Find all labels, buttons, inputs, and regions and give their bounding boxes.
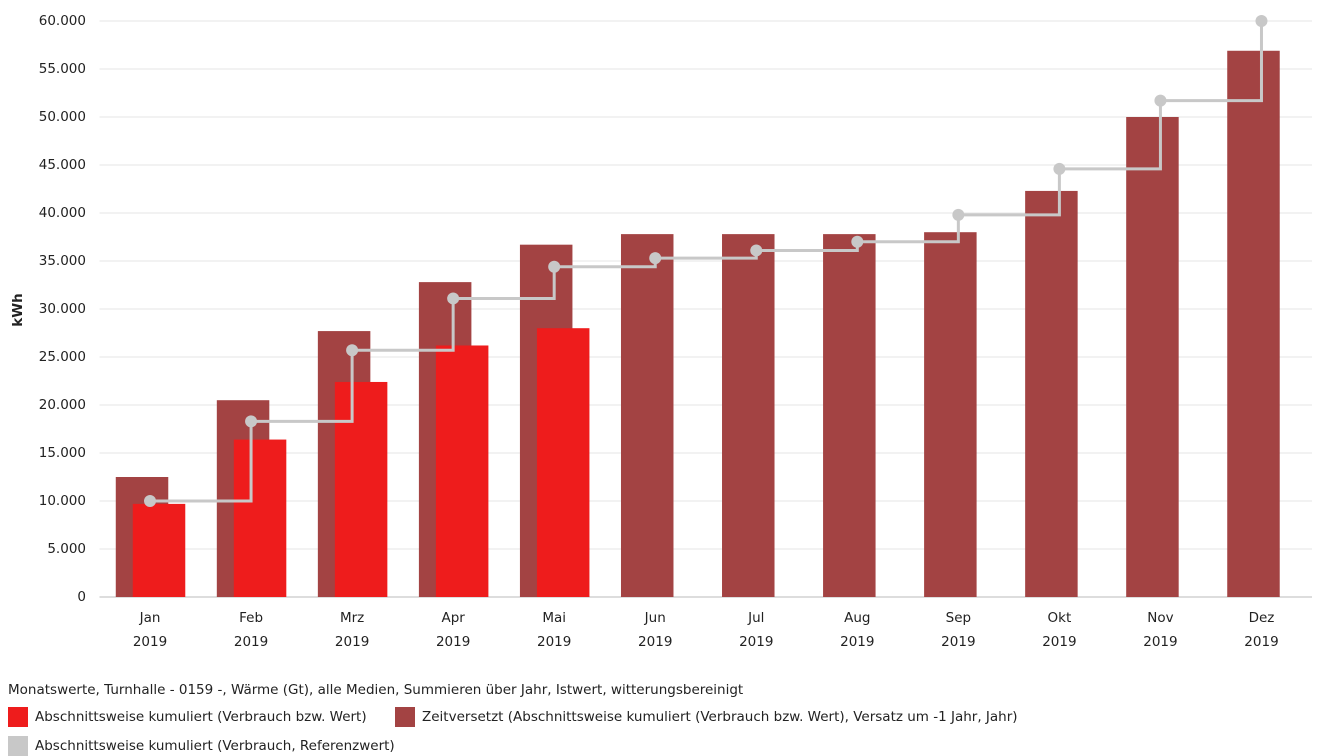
bar	[620, 234, 674, 597]
reference-point	[144, 495, 157, 507]
legend-label: Abschnittsweise kumuliert (Verbrauch bzw…	[35, 709, 367, 725]
reference-point	[1154, 94, 1167, 107]
x-tick-label: 2019	[840, 634, 874, 650]
x-tick-label: Nov	[1147, 610, 1173, 626]
legend-swatch	[8, 707, 28, 727]
legend-label: Zeitversetzt (Abschnittsweise kumuliert …	[422, 709, 1018, 725]
y-tick-label: 60.000	[39, 13, 86, 29]
y-axis-label: kWh	[10, 293, 26, 326]
reference-point	[952, 208, 965, 221]
bar	[132, 503, 186, 597]
x-tick-label: Aug	[844, 610, 870, 626]
x-tick-label: 2019	[133, 634, 167, 650]
bar	[722, 234, 775, 597]
y-tick-label: 40.000	[39, 205, 86, 221]
bar	[924, 232, 977, 597]
x-tick-label: 2019	[638, 634, 672, 650]
x-tick-label: 2019	[941, 634, 975, 650]
reference-line	[150, 21, 1263, 503]
reference-point	[447, 292, 460, 305]
x-tick-label: 2019	[1143, 634, 1177, 650]
reference-point	[245, 415, 258, 428]
bar	[233, 439, 287, 597]
x-tick-label: Jun	[644, 610, 666, 626]
bar	[823, 234, 876, 597]
x-tick-label: Jul	[747, 610, 764, 626]
bar	[536, 328, 590, 597]
y-tick-label: 15.000	[39, 445, 86, 461]
x-tick-label: Mrz	[340, 610, 364, 626]
bar	[1126, 117, 1179, 597]
x-tick-label: 2019	[537, 634, 571, 650]
legend-swatch	[8, 736, 28, 756]
chart-subtitle: Monatswerte, Turnhalle - 0159 -, Wärme (…	[8, 682, 743, 698]
bar	[435, 345, 489, 597]
reference-point	[750, 244, 763, 257]
legend-label: Abschnittsweise kumuliert (Verbrauch, Re…	[35, 738, 395, 754]
x-tick-label: 2019	[335, 634, 369, 650]
reference-point	[649, 252, 662, 265]
x-tick-label: 2019	[1244, 634, 1278, 650]
x-tick-label: 2019	[234, 634, 268, 650]
bar	[1025, 190, 1078, 598]
reference-point	[548, 260, 561, 273]
y-tick-label: 10.000	[39, 493, 86, 509]
legend-swatch	[395, 707, 415, 727]
y-tick-label: 0	[77, 589, 86, 605]
y-tick-label: 5.000	[47, 541, 86, 557]
y-tick-label: 35.000	[39, 253, 86, 269]
x-tick-label: 2019	[739, 634, 773, 650]
reference-point	[1053, 162, 1066, 175]
reference-point	[1255, 15, 1268, 27]
x-tick-label: Okt	[1048, 610, 1072, 626]
y-tick-label: 30.000	[39, 301, 86, 317]
y-tick-label: 50.000	[39, 109, 86, 125]
x-tick-label: Jan	[139, 610, 161, 626]
x-tick-label: 2019	[436, 634, 470, 650]
bar	[1227, 50, 1280, 597]
x-tick-label: Feb	[239, 610, 263, 626]
x-tick-label: Mai	[542, 610, 566, 626]
x-tick-label: Dez	[1249, 610, 1275, 626]
x-tick-label: Sep	[946, 610, 971, 626]
x-tick-label: Apr	[441, 610, 465, 626]
y-tick-label: 55.000	[39, 61, 86, 77]
reference-point	[851, 235, 864, 248]
x-tick-label: 2019	[1042, 634, 1076, 650]
y-tick-label: 25.000	[39, 349, 86, 365]
bar	[334, 381, 388, 597]
y-tick-label: 45.000	[39, 157, 86, 173]
y-tick-label: 20.000	[39, 397, 86, 413]
reference-point	[346, 344, 359, 357]
